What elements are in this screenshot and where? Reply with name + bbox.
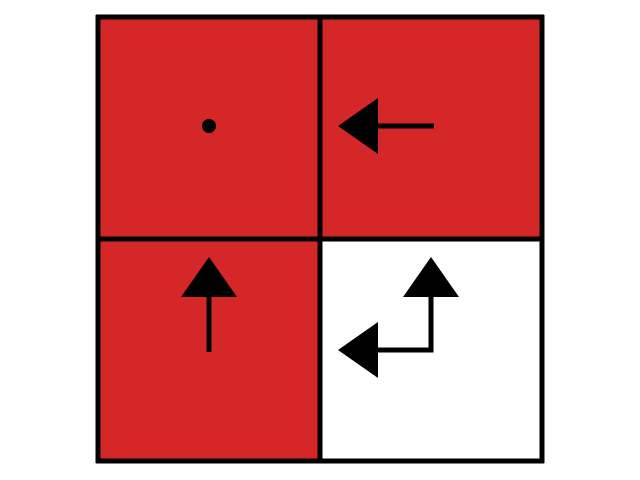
dot-mark (202, 119, 216, 133)
arrow-head-up (403, 257, 459, 297)
grid-lines (95, 14, 545, 464)
arrow-head-left (338, 322, 378, 378)
arrow-left-icon (338, 98, 434, 154)
arrow-up-left-corner-icon (338, 257, 459, 378)
dot-icon (202, 119, 216, 133)
arrow-head (338, 98, 378, 154)
arrow-up-icon (181, 257, 237, 352)
grid-symbols (181, 98, 459, 378)
arrow-shaft (376, 295, 434, 353)
arrow-head (181, 257, 237, 297)
